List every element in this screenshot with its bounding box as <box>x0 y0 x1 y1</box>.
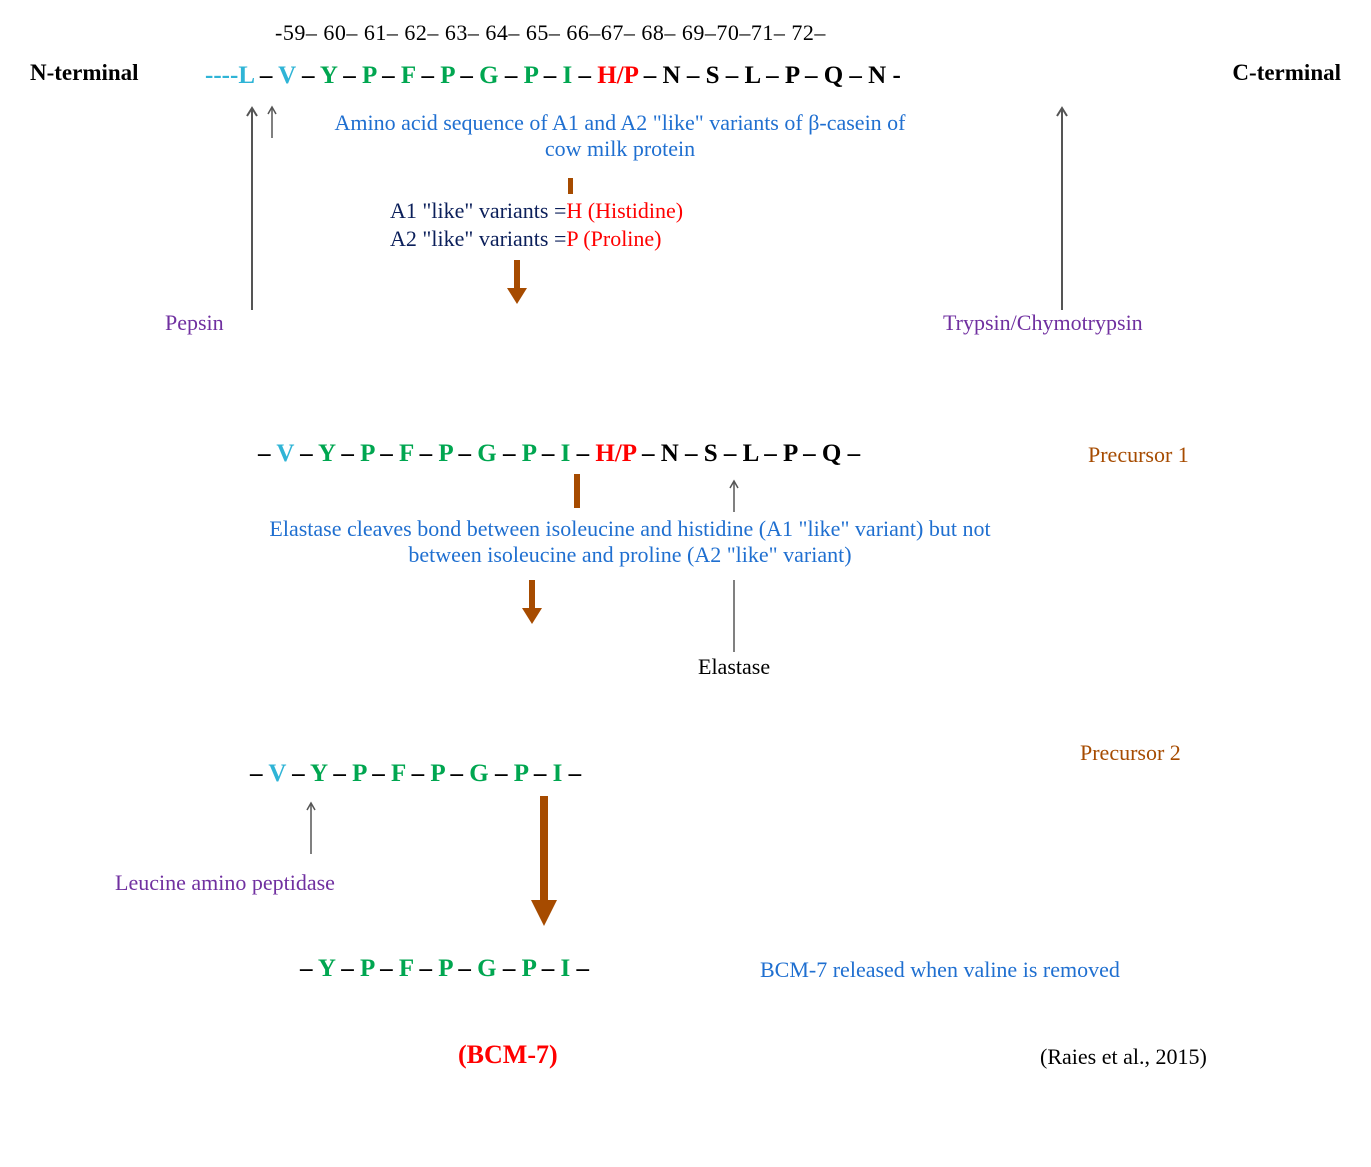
elastase-line <box>732 580 736 652</box>
n-terminal-label: N-terminal <box>30 60 139 86</box>
sequence-1: ----L – V – Y – P – F – P – G – P – I – … <box>205 62 901 90</box>
brown-arrow-1 <box>503 260 531 304</box>
brown-arrow-2 <box>518 580 546 624</box>
position-numbers: -59– 60– 61– 62– 63– 64– 65– 66–67– 68– … <box>275 20 826 46</box>
precursor-1-label: Precursor 1 <box>1088 442 1189 468</box>
sequence-2: – V – Y – P – F – P – G – P – I – H/P – … <box>258 440 860 468</box>
enzyme-trypsin: Trypsin/Chymotrypsin <box>943 310 1143 336</box>
citation: (Raies et al., 2015) <box>1040 1044 1207 1070</box>
caption-elastase: Elastase cleaves bond between isoleucine… <box>220 516 1040 568</box>
enzyme-leucine: Leucine amino peptidase <box>115 870 335 896</box>
sequence-4: – Y – P – F – P – G – P – I – <box>300 955 589 983</box>
c-terminal-label: C-terminal <box>1232 60 1341 86</box>
tick-brown-1 <box>568 178 573 194</box>
arrow-elastase-long <box>728 444 740 540</box>
precursor-2-label: Precursor 2 <box>1080 740 1181 766</box>
caption-sequence-desc: Amino acid sequence of A1 and A2 "like" … <box>290 110 950 162</box>
sequence-3: – V – Y – P – F – P – G – P – I – <box>250 760 581 788</box>
bcm7-label: (BCM-7) <box>458 1040 558 1070</box>
tick-brown-2 <box>574 474 580 508</box>
variant-a1: A1 "like" variants =H (Histidine) <box>390 198 683 224</box>
bcm7-release-note: BCM-7 released when valine is removed <box>760 957 1120 983</box>
enzyme-elastase: Elastase <box>698 654 770 680</box>
enzyme-pepsin: Pepsin <box>165 310 224 336</box>
variant-a2: A2 "like" variants =P (Proline) <box>390 226 662 252</box>
arrow-leucine <box>305 796 317 854</box>
